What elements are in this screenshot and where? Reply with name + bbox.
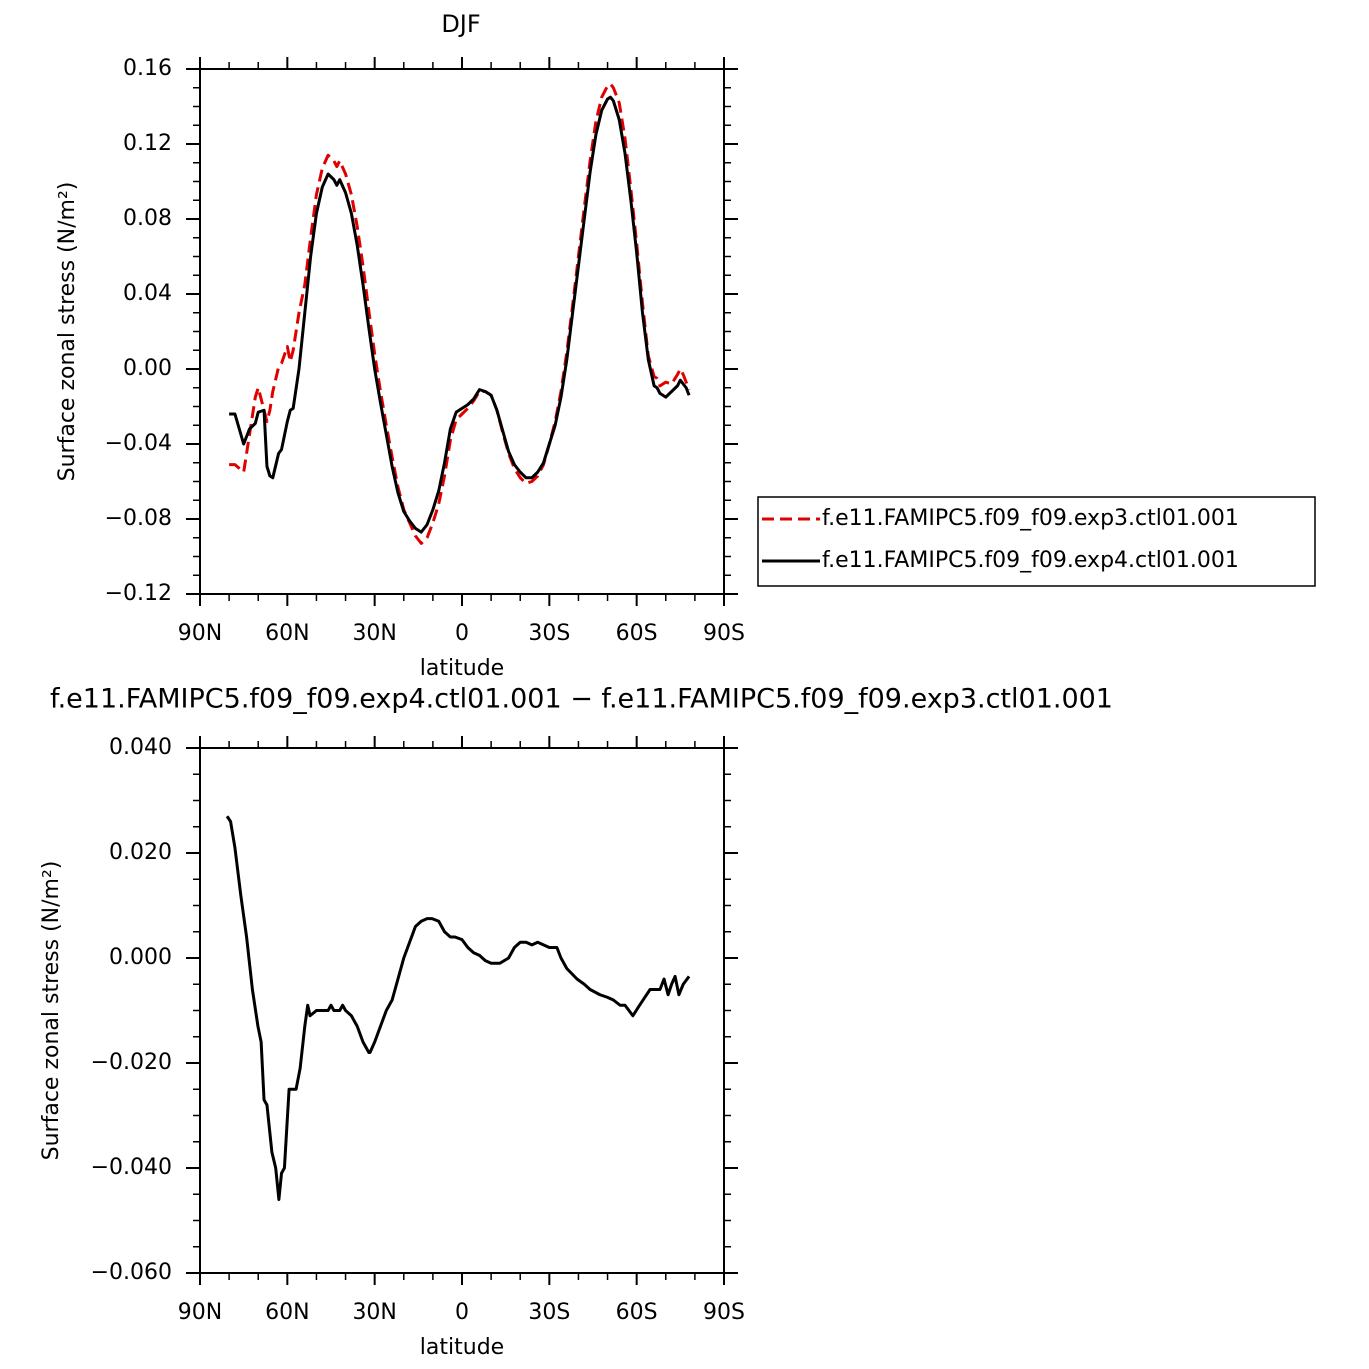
x-tick-label: 90S bbox=[703, 621, 745, 646]
x-tick-label: 30S bbox=[528, 621, 570, 646]
x-tick-label: 30N bbox=[352, 1300, 396, 1325]
y-tick-label: 0.00 bbox=[123, 356, 172, 381]
chart-title: f.e11.FAMIPC5.f09_f09.exp4.ctl01.001 − f… bbox=[50, 684, 1113, 715]
y-tick-label: 0.020 bbox=[109, 840, 172, 865]
plot-frame bbox=[199, 747, 725, 1274]
y-tick-label: 0.16 bbox=[123, 56, 172, 81]
legend-label: f.e11.FAMIPC5.f09_f09.exp3.ctl01.001 bbox=[822, 506, 1239, 531]
y-tick-label: 0.08 bbox=[123, 206, 172, 231]
x-tick-label: 90N bbox=[178, 621, 222, 646]
x-tick-label: 60S bbox=[616, 1300, 658, 1325]
data-line bbox=[225, 815, 691, 1201]
chart-title: DJF bbox=[441, 10, 480, 38]
x-tick-label: 60N bbox=[265, 1300, 309, 1325]
x-tick-label: 90N bbox=[178, 1300, 222, 1325]
x-tick-label: 60N bbox=[265, 621, 309, 646]
data-line bbox=[229, 82, 691, 545]
y-tick-label: −0.060 bbox=[91, 1260, 172, 1285]
x-tick-label: 90S bbox=[703, 1300, 745, 1325]
y-tick-label: −0.08 bbox=[105, 506, 172, 531]
panel: DJF latitude Surface zonal stress (N/m²) 90… bbox=[55, 10, 745, 681]
x-tick-label: 0 bbox=[455, 1300, 469, 1325]
x-tick-label: 30S bbox=[528, 1300, 570, 1325]
legend-label: f.e11.FAMIPC5.f09_f09.exp4.ctl01.001 bbox=[822, 548, 1239, 573]
y-tick-label: 0.12 bbox=[123, 131, 172, 156]
panel: f.e11.FAMIPC5.f09_f09.exp4.ctl01.001 − f… bbox=[39, 684, 1113, 1361]
data-line bbox=[229, 95, 691, 534]
y-tick-label: 0.04 bbox=[123, 281, 172, 306]
y-tick-label: −0.04 bbox=[105, 431, 172, 456]
y-tick-label: −0.020 bbox=[91, 1050, 172, 1075]
x-tick-label: 0 bbox=[455, 621, 469, 646]
plot-frame bbox=[199, 68, 725, 595]
y-tick-label: −0.040 bbox=[91, 1155, 172, 1180]
x-axis-label: latitude bbox=[420, 656, 504, 681]
y-axis-label: Surface zonal stress (N/m²) bbox=[39, 861, 64, 1161]
x-tick-label: 60S bbox=[616, 621, 658, 646]
y-axis-label: Surface zonal stress (N/m²) bbox=[55, 182, 80, 482]
x-tick-label: 30N bbox=[352, 621, 396, 646]
y-tick-label: 0.000 bbox=[109, 945, 172, 970]
x-axis-label: latitude bbox=[420, 1335, 504, 1360]
y-tick-label: −0.12 bbox=[105, 581, 172, 606]
y-tick-label: 0.040 bbox=[109, 735, 172, 760]
legend-box bbox=[757, 496, 1316, 587]
